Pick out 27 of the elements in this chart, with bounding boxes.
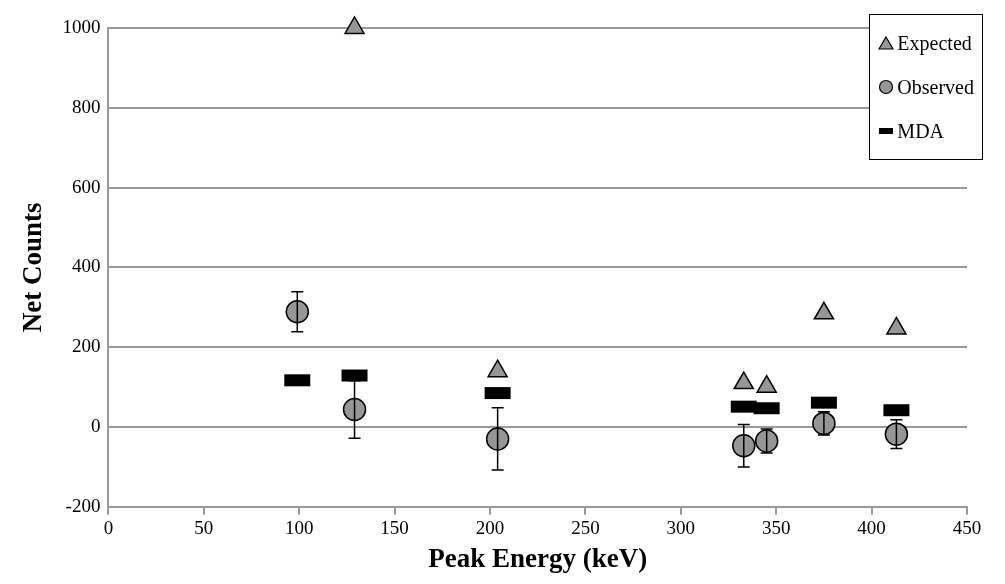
x-tick-label: 400 [857, 517, 886, 539]
legend-label: MDA [897, 119, 945, 143]
y-tick-label: 0 [90, 414, 101, 436]
point [285, 299, 310, 324]
legend-label: Expected [897, 31, 972, 55]
y-tick-label: 600 [71, 175, 101, 197]
legend-label: Observed [897, 75, 974, 99]
point [754, 429, 779, 453]
y-tick-label: 400 [71, 255, 101, 277]
x-tick-label: 300 [666, 517, 696, 539]
point [884, 422, 909, 446]
x-tick-label: 200 [475, 517, 505, 539]
x-tick-label: 250 [571, 517, 600, 539]
point [485, 427, 510, 451]
point [342, 397, 367, 422]
y-tick-label: -200 [65, 494, 101, 516]
x-tick-label: 50 [194, 517, 214, 539]
x-tick-label: 450 [952, 517, 982, 539]
x-axis-title: Peak Energy (keV) [428, 542, 648, 573]
point [344, 16, 365, 35]
y-tick-label: 800 [71, 95, 101, 117]
y-tick-label: 200 [71, 335, 101, 357]
x-tick-label: 150 [380, 517, 409, 539]
y-axis-title: Net Counts [17, 202, 48, 333]
y-tick-label: 1000 [62, 15, 101, 37]
x-tick-label: 100 [284, 517, 314, 539]
x-tick-label: 350 [761, 517, 791, 539]
